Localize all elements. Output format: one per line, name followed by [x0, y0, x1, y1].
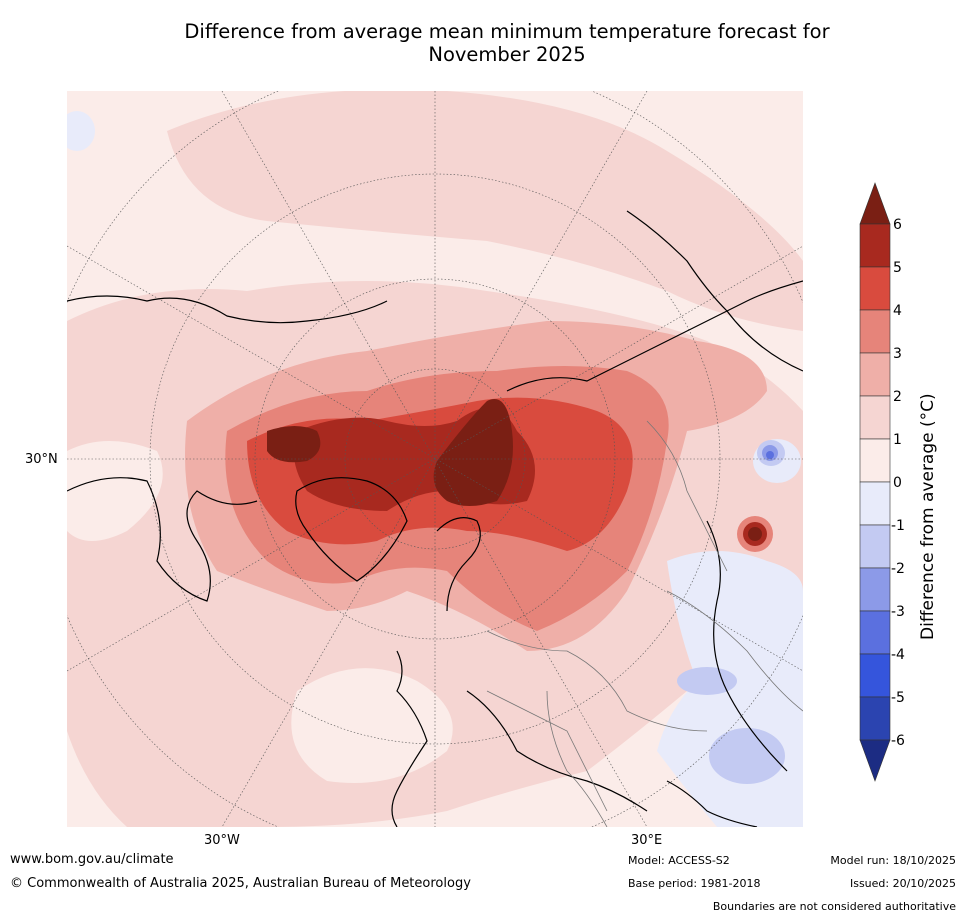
colorbar-tick-0: 0 [893, 475, 902, 491]
coast-greenland [295, 477, 408, 582]
colorbar-title: Difference from average (°C) [918, 393, 938, 640]
colorbar-arrow-bottom [859, 739, 891, 782]
colorbar-tick-m3: -3 [891, 604, 905, 620]
coast-east-asia-lower [706, 520, 788, 772]
border-3 [486, 690, 608, 812]
title-line-1: Difference from average mean minimum tem… [184, 20, 830, 43]
colorbar-tick-m2: -2 [891, 561, 905, 577]
anomaly-cool-southeast-1 [709, 728, 785, 784]
border-5 [546, 690, 608, 827]
colorbar-tick-m4: -4 [891, 647, 905, 663]
footer-disclaimer: Boundaries are not considered authoritat… [712, 900, 956, 913]
anomaly-above-6-west [267, 426, 321, 463]
map-title: Difference from average mean minimum tem… [67, 20, 947, 66]
anomaly-1-2-north [167, 91, 803, 331]
border-4 [666, 590, 803, 712]
lon-label-30w: 30°W [204, 833, 240, 848]
graticule-circle-1 [344, 368, 526, 550]
graticule-meridian-6 [67, 245, 803, 672]
anomaly-cool-east-4 [766, 451, 774, 459]
coast-europe-south [466, 690, 648, 812]
coast-europe-west [391, 650, 428, 827]
colorbar-0-1 [859, 438, 891, 483]
polar-map [67, 91, 803, 827]
coastlines [67, 210, 803, 827]
colorbar-5-6 [859, 223, 891, 268]
colorbar-arrow-top [859, 182, 891, 225]
anomaly-cool-northwest [67, 111, 95, 151]
colorbar-m3-m2 [859, 567, 891, 612]
lon-label-30e: 30°E [631, 833, 663, 848]
anomaly-cool-southeast-2 [677, 667, 737, 695]
colorbar-m6-m5 [859, 696, 891, 741]
colorbar-tick-m1: -1 [891, 518, 905, 534]
lat-label-30n: 30°N [25, 452, 58, 467]
footer-copyright: © Commonwealth of Australia 2025, Austra… [10, 876, 471, 891]
graticule-circle-2 [254, 278, 616, 640]
coast-south-europe [666, 780, 758, 827]
colorbar-2-3 [859, 352, 891, 397]
colorbar-ticks: 6 5 4 3 2 1 0 -1 -2 -3 -4 -5 -6 [891, 217, 905, 749]
colorbar-boxes [859, 182, 891, 782]
footer-base-period: Base period: 1981-2018 [628, 877, 761, 890]
colorbar-tick-1: 1 [893, 432, 902, 448]
anomaly-0-1-patch-1 [291, 668, 453, 783]
colorbar-tick-m5: -5 [891, 690, 905, 706]
title-line-2: November 2025 [428, 43, 586, 66]
colorbar-1-2 [859, 395, 891, 440]
border-2 [646, 420, 728, 572]
footer-model-run: Model run: 18/10/2025 [830, 854, 956, 867]
colorbar-tick-m6: -6 [891, 733, 905, 749]
coast-east-asia [626, 210, 803, 372]
colorbar-4-5 [859, 266, 891, 311]
footer-model: Model: ACCESS-S2 [628, 854, 730, 867]
coast-north-america [67, 477, 258, 602]
graticule [67, 91, 803, 827]
coast-north-america-arctic [67, 295, 388, 324]
anomaly-east-hotspot-core [748, 527, 762, 541]
anomaly-above-6-core [433, 399, 513, 506]
colorbar-tick-6: 6 [893, 217, 902, 233]
country-borders [486, 420, 803, 827]
colorbar-3-4 [859, 309, 891, 354]
anomaly-0-1-patch-2 [67, 441, 163, 541]
colorbar-tick-5: 5 [893, 260, 902, 276]
colorbar: 6 5 4 3 2 1 0 -1 -2 -3 -4 -5 -6 [859, 182, 905, 782]
colorbar-m5-m4 [859, 653, 891, 698]
footer-url[interactable]: www.bom.gov.au/climate [10, 852, 174, 867]
graticule-circle-3 [149, 173, 721, 745]
border-1 [486, 630, 708, 732]
colorbar-tick-2: 2 [893, 389, 902, 405]
colorbar-m1-0 [859, 481, 891, 526]
footer-issued: Issued: 20/10/2025 [849, 877, 956, 890]
coast-scandinavia [436, 517, 481, 612]
colorbar-m4-m3 [859, 610, 891, 655]
coast-siberia [506, 280, 803, 392]
colorbar-tick-3: 3 [893, 346, 902, 362]
colorbar-tick-4: 4 [893, 303, 902, 319]
colorbar-m2-m1 [859, 524, 891, 569]
